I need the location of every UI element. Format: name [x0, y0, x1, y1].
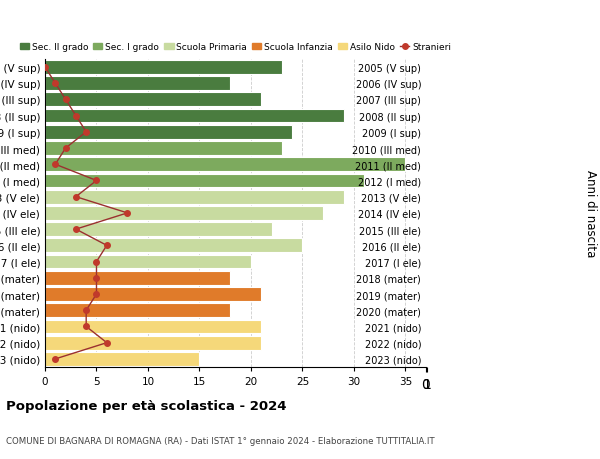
Text: Popolazione per età scolastica - 2024: Popolazione per età scolastica - 2024 — [6, 399, 287, 412]
Bar — [45, 93, 261, 107]
Text: Anni di nascita: Anni di nascita — [584, 170, 597, 257]
Bar — [45, 77, 230, 91]
Bar — [45, 158, 406, 172]
Legend: Sec. II grado, Sec. I grado, Scuola Primaria, Scuola Infanzia, Asilo Nido, Stran: Sec. II grado, Sec. I grado, Scuola Prim… — [20, 43, 451, 52]
Text: COMUNE DI BAGNARA DI ROMAGNA (RA) - Dati ISTAT 1° gennaio 2024 - Elaborazione TU: COMUNE DI BAGNARA DI ROMAGNA (RA) - Dati… — [6, 436, 434, 445]
Bar — [45, 320, 261, 334]
Bar — [45, 223, 272, 236]
Bar — [45, 287, 261, 301]
Bar — [45, 61, 282, 75]
Bar — [45, 352, 199, 366]
Bar — [45, 142, 282, 156]
Bar — [45, 126, 292, 140]
Bar — [45, 190, 344, 204]
Bar — [45, 336, 261, 350]
Bar — [45, 207, 323, 220]
Bar — [45, 255, 251, 269]
Bar — [45, 304, 230, 318]
Bar — [45, 239, 302, 253]
Bar — [45, 109, 344, 123]
Bar — [45, 271, 230, 285]
Bar — [45, 174, 364, 188]
